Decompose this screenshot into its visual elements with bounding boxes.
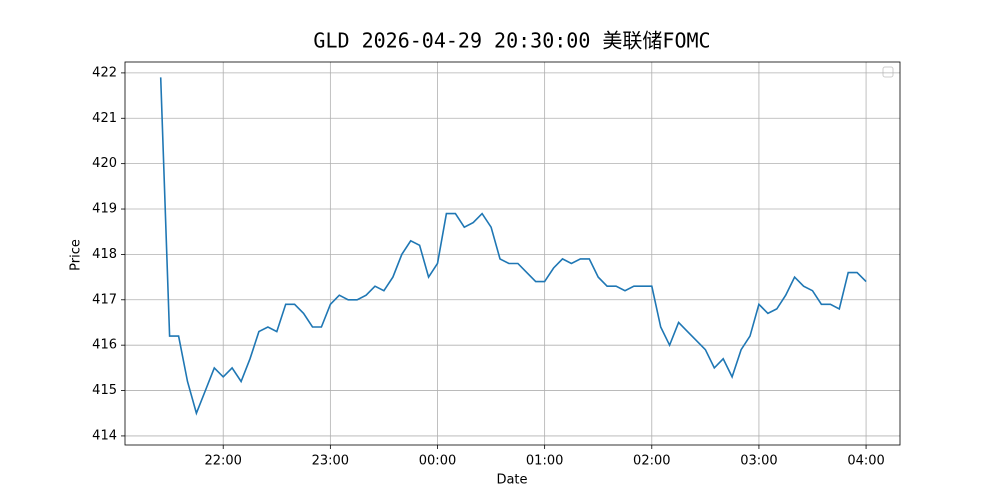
x-tick-label: 01:00 (526, 454, 563, 469)
y-tick-label: 420 (92, 156, 117, 171)
y-tick-label: 417 (92, 292, 117, 307)
x-tick-label: 23:00 (312, 454, 349, 469)
chart-title: GLD 2026-04-29 20:30:00 美联储FOMC (313, 29, 710, 53)
x-tick-label: 00:00 (419, 454, 456, 469)
y-tick-label: 419 (92, 202, 117, 217)
plot-frame (124, 61, 901, 446)
x-tick-label: 04:00 (847, 454, 884, 469)
x-tick-label: 22:00 (204, 454, 241, 469)
y-tick-label: 418 (92, 247, 117, 262)
y-tick-label: 415 (92, 383, 117, 398)
legend (882, 66, 894, 78)
x-tick-label: 02:00 (633, 454, 670, 469)
y-tick-label: 422 (92, 65, 117, 80)
y-tick-label: 421 (92, 111, 117, 126)
y-tick-label: 416 (92, 338, 117, 353)
x-tick-label: 03:00 (740, 454, 777, 469)
y-tick-label: 414 (92, 428, 117, 443)
x-axis-label: Date (496, 473, 527, 488)
price-line (159, 77, 867, 416)
y-axis-label: Price (69, 239, 84, 271)
